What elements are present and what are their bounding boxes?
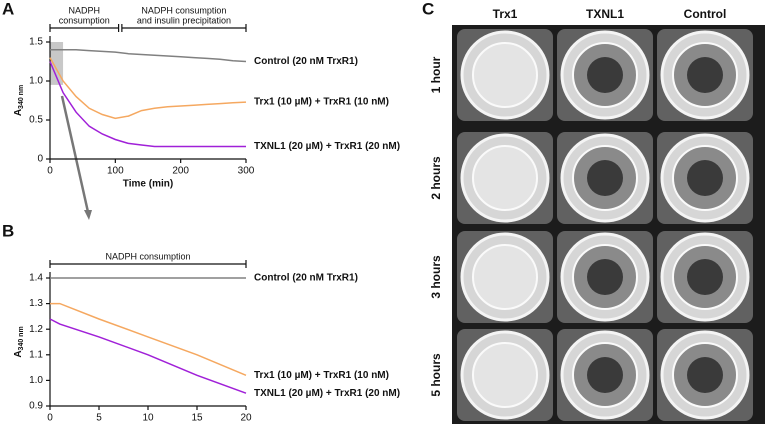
series-label: TXNL1 (20 µM) + TrxR1 (20 nM) — [254, 388, 400, 399]
column-label: Trx1 — [493, 7, 518, 21]
x-tick-label: 0 — [47, 166, 53, 177]
y-tick-label: 0.5 — [29, 115, 43, 126]
well-center — [587, 160, 623, 196]
y-tick-label: 1.0 — [29, 375, 43, 386]
zoom-arrow-head — [84, 210, 92, 220]
y-axis-label-main: A — [13, 109, 24, 116]
series-line — [49, 57, 247, 120]
row-label: 2 hours — [429, 156, 443, 200]
well-inner — [472, 342, 538, 408]
series-label: Control (20 nM TrxR1) — [254, 56, 358, 67]
x-tick-label: 0 — [47, 413, 53, 424]
zoom-arrow — [60, 95, 90, 213]
y-tick-label: 1.1 — [29, 349, 43, 360]
x-tick-label: 15 — [191, 413, 203, 424]
row-label: 5 hours — [429, 353, 443, 397]
series-line — [49, 318, 247, 394]
well-center — [687, 160, 723, 196]
y-tick-label: 1.2 — [29, 324, 43, 335]
y-axis-label: A340 nm — [13, 85, 25, 116]
well-center — [687, 357, 723, 393]
x-tick-label: 100 — [107, 166, 124, 177]
column-label: Control — [684, 7, 727, 21]
y-axis-label: A340 nm — [13, 326, 25, 357]
well-center — [687, 259, 723, 295]
x-tick-label: 200 — [172, 166, 189, 177]
annotation: NADPH — [69, 5, 101, 15]
y-axis-label-subscript: 340 nm — [18, 85, 25, 109]
well-center — [687, 57, 723, 93]
x-axis-label: Time (min) — [123, 179, 173, 190]
panel-label: C — [422, 0, 434, 18]
series-label: Trx1 (10 µM) + TrxR1 (10 nM) — [254, 97, 389, 108]
annotation: consumption — [59, 15, 110, 25]
y-tick-label: 1.5 — [29, 37, 43, 48]
y-tick-label: 1.3 — [29, 298, 43, 309]
well-inner — [472, 42, 538, 108]
annotation: NADPH consumption — [105, 251, 190, 261]
series-label: Trx1 (10 µM) + TrxR1 (10 nM) — [254, 370, 389, 381]
x-tick-label: 5 — [96, 413, 102, 424]
well-center — [587, 357, 623, 393]
y-tick-label: 0.9 — [29, 401, 43, 412]
well-center — [587, 259, 623, 295]
y-tick-label: 1.4 — [29, 273, 43, 284]
series-label: Control (20 nM TrxR1) — [254, 273, 358, 284]
y-tick-label: 1.0 — [29, 76, 43, 87]
series-line — [50, 49, 247, 63]
panel-label: A — [2, 0, 14, 18]
series-line — [50, 302, 247, 376]
x-tick-label: 10 — [142, 413, 154, 424]
y-axis-label-main: A — [13, 350, 24, 357]
annotation: NADPH consumption — [141, 5, 226, 15]
row-label: 3 hours — [429, 255, 443, 299]
y-tick-label: 0 — [37, 154, 43, 165]
well-inner — [472, 145, 538, 211]
well-inner — [472, 244, 538, 310]
x-tick-label: 300 — [238, 166, 255, 177]
annotation: and insulin precipitation — [137, 15, 231, 25]
series-line — [49, 61, 246, 148]
series-label: TXNL1 (20 µM) + TrxR1 (20 nM) — [254, 141, 400, 152]
y-axis-label-subscript: 340 nm — [18, 326, 25, 350]
panel-label: B — [2, 221, 14, 240]
x-tick-label: 20 — [240, 413, 252, 424]
row-label: 1 hour — [429, 56, 443, 93]
column-label: TXNL1 — [586, 7, 624, 21]
well-center — [587, 57, 623, 93]
